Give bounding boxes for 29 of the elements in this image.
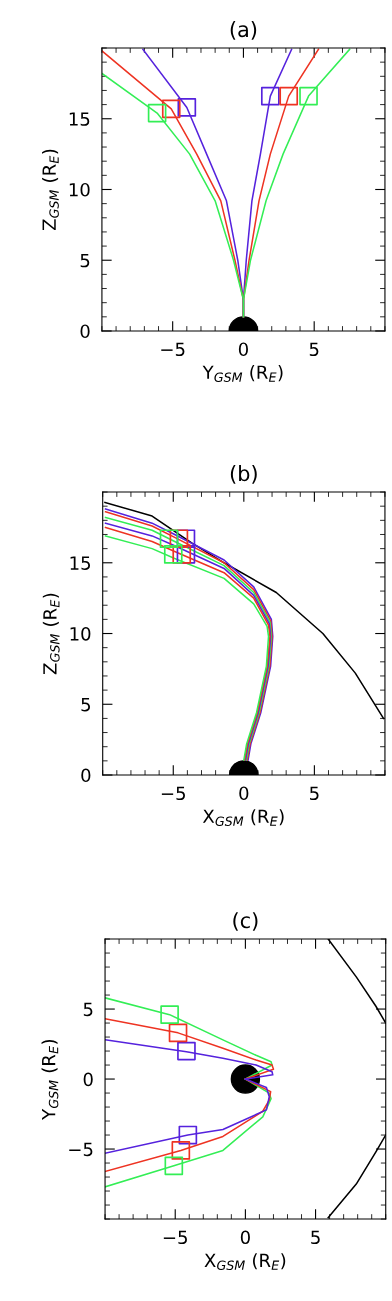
y-tick-label: 0 xyxy=(81,768,91,783)
x-tick-label: −5 xyxy=(161,786,185,801)
x-tick-label: 5 xyxy=(311,1230,320,1245)
y-axis-title: Y$_{GSM}$ (R$_{E}$) xyxy=(41,1039,59,1120)
x-tick-label: 0 xyxy=(239,786,249,801)
x-axis-title: Y$_{GSM}$ (R$_{E}$) xyxy=(202,365,283,382)
x-tick-label: 0 xyxy=(238,342,248,357)
y-axis-title: Z$_{GSM}$ (R$_{E}$) xyxy=(42,593,60,675)
y-tick-label: 5 xyxy=(80,253,90,268)
x-tick-label: 5 xyxy=(309,342,319,357)
chart-title: (c) xyxy=(233,912,258,931)
y-tick-label: 15 xyxy=(70,556,91,570)
y-tick-label: 10 xyxy=(70,626,91,641)
x-tick-label: −5 xyxy=(163,1230,187,1245)
y-tick-label: −5 xyxy=(69,1142,93,1157)
y-tick-label: 0 xyxy=(83,1072,93,1087)
y-axis-title: Z$_{GSM}$ (R$_{E}$) xyxy=(42,149,59,231)
y-tick-label: 5 xyxy=(81,697,91,712)
y-tick-label: 0 xyxy=(80,324,90,339)
y-tick-label: 5 xyxy=(83,1002,93,1017)
y-tick-label: 15 xyxy=(69,112,90,126)
chart-title: (b) xyxy=(230,465,257,484)
x-tick-label: 0 xyxy=(240,1230,250,1245)
y-tick-label: 10 xyxy=(69,182,90,197)
x-axis-title: X$_{GSM}$ (R$_{E}$) xyxy=(204,1253,286,1271)
x-axis-title: X$_{GSM}$ (R$_{E}$) xyxy=(202,809,284,826)
chart-title: (a) xyxy=(230,21,257,40)
x-tick-label: −5 xyxy=(161,342,185,357)
x-tick-label: 5 xyxy=(310,786,319,801)
